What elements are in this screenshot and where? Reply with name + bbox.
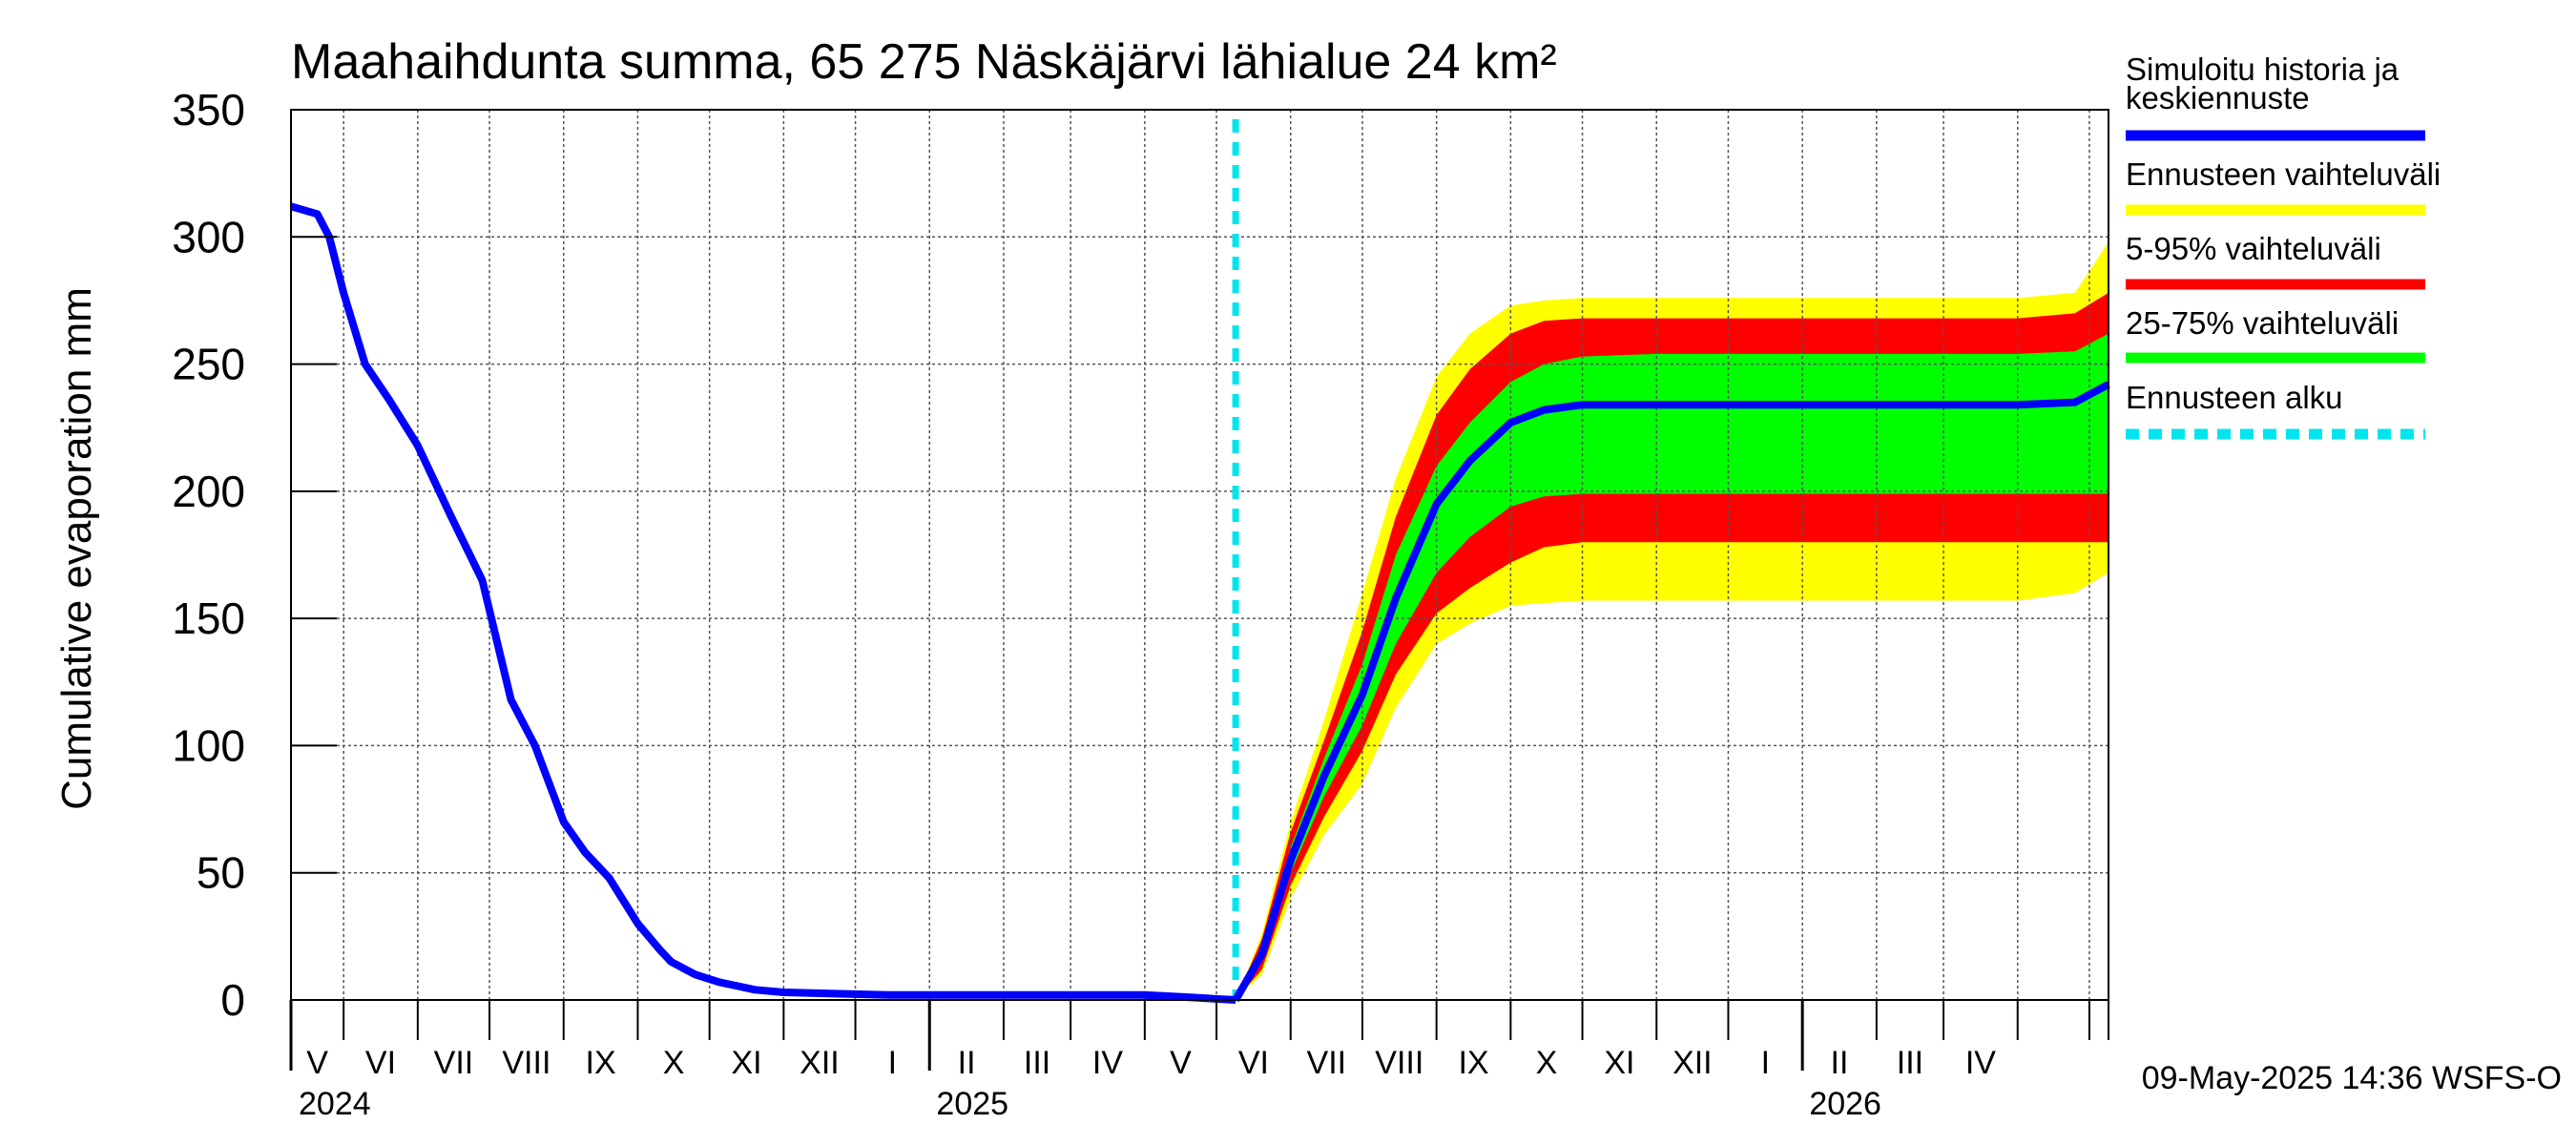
month-label: III — [1897, 1045, 1923, 1081]
legend-label: Ennusteen alku — [2126, 380, 2343, 415]
month-label: XII — [800, 1045, 840, 1081]
y-tick-label: 250 — [172, 340, 245, 389]
y-tick-label: 150 — [172, 593, 245, 643]
month-label: XI — [1604, 1045, 1634, 1081]
grid — [291, 109, 2109, 1001]
year-label: 2024 — [299, 1086, 371, 1122]
month-label: IX — [586, 1045, 616, 1081]
median-forecast-line — [1232, 381, 2110, 1002]
y-tick-label: 100 — [172, 720, 245, 770]
month-label: V — [306, 1045, 328, 1081]
month-label: XII — [1672, 1045, 1713, 1081]
month-label: IV — [1965, 1045, 1996, 1081]
month-label: VII — [434, 1045, 474, 1081]
legend-label: Ennusteen vaihteluväli — [2126, 156, 2441, 192]
timestamp: 09-May-2025 14:36 WSFS-O — [2142, 1060, 2562, 1096]
plot-frame — [290, 109, 2109, 1001]
month-label: VI — [365, 1045, 396, 1081]
legend-label: 5-95% vaihteluväli — [2126, 231, 2381, 266]
month-label: XI — [731, 1045, 761, 1081]
forecast-bands — [1236, 241, 2109, 1001]
year-label: 2026 — [1809, 1086, 1881, 1122]
chart-title: Maahaihdunta summa, 65 275 Näskäjärvi lä… — [291, 34, 1557, 90]
y-axis: 0 50 100 150 200 250 300 350 — [172, 85, 337, 1025]
legend-label: 25-75% vaihteluväli — [2126, 305, 2399, 341]
month-label: IX — [1458, 1045, 1488, 1081]
month-label: X — [1536, 1045, 1558, 1081]
band-25-75 — [1236, 333, 2109, 1001]
year-label: 2025 — [936, 1086, 1008, 1122]
y-tick-label: 300 — [172, 212, 245, 261]
plot-border — [290, 109, 2109, 1001]
month-label: VIII — [1375, 1045, 1423, 1081]
y-axis-label: Cumulative evaporation mm — [53, 287, 100, 810]
month-label: IV — [1092, 1045, 1123, 1081]
month-label: VIII — [502, 1045, 551, 1081]
y-tick-label: 0 — [220, 975, 245, 1025]
y-tick-label: 350 — [172, 85, 245, 135]
month-label: VII — [1307, 1045, 1347, 1081]
month-label: VI — [1238, 1045, 1269, 1081]
x-axis: V VI VII VIII IX X XI XII I II III IV V VI VII VIII IX X X… — [289, 1000, 2109, 1122]
y-tick-label: 50 — [197, 848, 245, 898]
month-label: III — [1024, 1045, 1050, 1081]
y-tick-label: 200 — [172, 467, 245, 516]
history-line — [289, 202, 1236, 1004]
legend-label: Simuloitu historia ja — [2126, 52, 2399, 87]
month-label: II — [1831, 1045, 1849, 1081]
month-label: X — [663, 1045, 685, 1081]
month-label: II — [958, 1045, 976, 1081]
median-series — [289, 202, 2110, 1004]
month-label: I — [1761, 1045, 1770, 1081]
month-label: I — [888, 1045, 897, 1081]
month-label: V — [1170, 1045, 1192, 1081]
legend-label: keskiennuste — [2126, 80, 2310, 115]
